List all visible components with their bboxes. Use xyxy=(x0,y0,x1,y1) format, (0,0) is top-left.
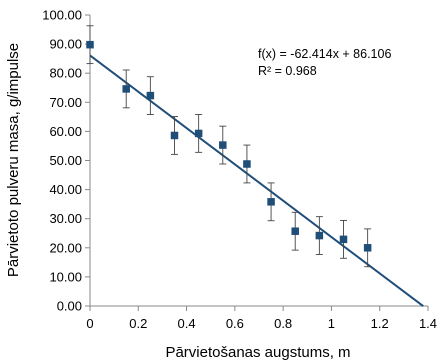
trendline-r-squared: R² = 0.968 xyxy=(258,64,317,78)
x-tick-label: 1.2 xyxy=(371,316,389,331)
x-axis-ticks: 0 0.2 0.4 0.6 0.8 1 1.2 1.4 xyxy=(86,306,437,331)
y-tick-label: 0.00 xyxy=(57,299,82,314)
data-point xyxy=(146,91,155,100)
x-tick-label: 0.8 xyxy=(274,316,292,331)
data-point xyxy=(315,231,324,240)
data-point xyxy=(219,141,227,149)
data-points xyxy=(86,40,372,252)
x-tick-label: 1.4 xyxy=(419,316,437,331)
data-point xyxy=(122,85,130,93)
y-tick-label: 90.00 xyxy=(49,37,82,52)
data-point xyxy=(291,227,299,235)
x-tick-label: 1 xyxy=(328,316,335,331)
data-point xyxy=(267,198,275,206)
error-bars xyxy=(86,25,372,268)
data-point xyxy=(86,40,94,49)
x-tick-label: 0.2 xyxy=(129,316,147,331)
y-tick-label: 40.00 xyxy=(49,182,82,197)
trendline xyxy=(89,54,424,307)
data-point xyxy=(194,129,203,138)
data-point xyxy=(170,131,179,140)
trendline-equation: f(x) = -62.414x + 86.106 xyxy=(258,47,391,61)
x-tick-label: 0 xyxy=(86,316,93,331)
y-tick-label: 100.00 xyxy=(42,8,82,23)
y-tick-label: 20.00 xyxy=(49,240,82,255)
data-point xyxy=(363,244,372,252)
data-point xyxy=(243,160,251,168)
y-axis-title: Pārvietoto pulveru masa, g/impulse xyxy=(5,43,22,277)
y-tick-label: 10.00 xyxy=(49,269,82,284)
x-tick-label: 0.4 xyxy=(178,316,196,331)
y-axis-ticks: 0.00 10.00 20.00 30.00 40.00 50.00 60.00 70.00 8… xyxy=(42,8,90,314)
x-tick-label: 0.6 xyxy=(226,316,244,331)
y-tick-label: 80.00 xyxy=(49,66,82,81)
y-tick-label: 50.00 xyxy=(49,153,82,168)
y-tick-label: 30.00 xyxy=(49,211,82,226)
data-point xyxy=(339,235,348,244)
x-axis-title: Pārvietošanas augstums, m xyxy=(165,344,350,361)
y-tick-label: 60.00 xyxy=(49,124,82,139)
y-tick-label: 70.00 xyxy=(49,95,82,110)
